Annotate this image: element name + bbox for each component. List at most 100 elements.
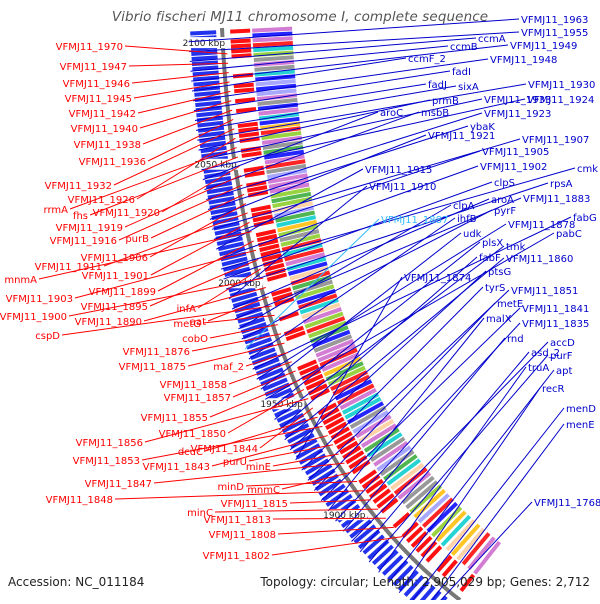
right-gene-label[interactable]: msbB bbox=[421, 108, 449, 119]
right-gene-label[interactable]: VFMJ11_1860 bbox=[506, 254, 573, 265]
left-gene-label[interactable]: VFMJ11_1946 bbox=[63, 79, 130, 90]
left-gene-label[interactable]: VFMJ11_1936 bbox=[79, 157, 146, 168]
right-gene-label[interactable]: purF bbox=[550, 351, 573, 362]
left-gene-label[interactable]: VFMJ11_1850 bbox=[159, 429, 226, 440]
right-gene-label[interactable]: VFMJ11_1949 bbox=[510, 41, 577, 52]
right-gene-label[interactable]: fabF bbox=[479, 253, 501, 264]
right-gene-label[interactable]: VFMJ11_1874 bbox=[404, 273, 471, 284]
right-gene-label[interactable]: VFMJ11_1851 bbox=[511, 286, 578, 297]
right-gene-label[interactable]: plsX bbox=[482, 238, 503, 249]
right-gene-label[interactable]: pyrF bbox=[494, 206, 516, 217]
left-gene-label[interactable]: VFMJ11_1847 bbox=[85, 479, 152, 490]
left-gene-label[interactable]: VFMJ11_1890 bbox=[75, 317, 142, 328]
left-gene-label[interactable]: VFMJ11_1945 bbox=[65, 94, 132, 105]
right-gene-label[interactable]: VFMJ11_1924 bbox=[527, 95, 594, 106]
right-gene-label[interactable]: VFMJ11_1905 bbox=[482, 147, 549, 158]
right-gene-label[interactable]: fadJ bbox=[428, 80, 447, 91]
right-gene-label[interactable]: VFMJ11_1907 bbox=[522, 135, 589, 146]
right-gene-label[interactable]: VFMJ11_1921 bbox=[428, 131, 495, 142]
left-gene-label[interactable]: VFMJ11_1940 bbox=[71, 124, 138, 135]
left-gene-label[interactable]: VFMJ11_1903 bbox=[6, 294, 73, 305]
right-gene-label[interactable]: ccmF_2 bbox=[408, 54, 446, 65]
left-gene-label[interactable]: VFMJ11_1802 bbox=[203, 551, 270, 562]
right-gene-label[interactable]: ccmB bbox=[450, 42, 478, 53]
right-gene-label[interactable]: VFMJ11_1835 bbox=[522, 319, 589, 330]
left-gene-label[interactable]: cspD bbox=[35, 331, 60, 342]
right-gene-label[interactable]: clpA bbox=[453, 201, 475, 212]
right-gene-label[interactable]: pabC bbox=[556, 229, 582, 240]
left-gene-label[interactable]: VFMJ11_1848 bbox=[46, 495, 113, 506]
right-gene-label[interactable]: ccmA bbox=[478, 34, 506, 45]
left-gene-label[interactable]: purB bbox=[125, 234, 149, 245]
right-gene-label[interactable]: fabG bbox=[573, 213, 597, 224]
right-gene-label[interactable]: VFMJ11_1930 bbox=[528, 80, 595, 91]
left-gene-label[interactable]: VFMJ11_1901 bbox=[82, 271, 149, 282]
left-gene-label[interactable]: VFMJ11_1808 bbox=[209, 530, 276, 541]
left-gene-label[interactable]: VFMJ11_1856 bbox=[76, 438, 143, 449]
right-gene-label[interactable]: menD bbox=[566, 404, 596, 415]
right-gene-label[interactable]: tmk bbox=[506, 242, 526, 253]
right-gene-label[interactable]: VFMJ11_1915 bbox=[365, 165, 432, 176]
right-gene-label[interactable]: sixA bbox=[458, 82, 479, 93]
right-gene-label[interactable]: aroC bbox=[380, 108, 403, 119]
left-gene-label[interactable]: rrmA bbox=[44, 205, 69, 216]
right-gene-label[interactable]: malX bbox=[486, 314, 512, 325]
left-gene-label[interactable]: VFMJ11_1899 bbox=[89, 287, 156, 298]
left-gene-label[interactable]: VFMJ11_1855 bbox=[141, 413, 208, 424]
left-gene-label[interactable]: VFMJ11_1947 bbox=[60, 62, 127, 73]
left-gene-label[interactable]: VFMJ11_1906 bbox=[81, 253, 148, 264]
left-gene-label[interactable]: VFMJ11_1916 bbox=[50, 236, 117, 247]
left-gene-label[interactable]: VFMJ11_1857 bbox=[164, 393, 231, 404]
left-gene-label[interactable]: VFMJ11_1920 bbox=[93, 208, 160, 219]
right-gene-label[interactable]: tyrS bbox=[485, 283, 505, 294]
left-gene-label[interactable]: minE bbox=[246, 462, 271, 473]
left-gene-label[interactable]: fhs bbox=[73, 211, 88, 222]
right-gene-label[interactable]: VFMJ11_1841 bbox=[522, 304, 589, 315]
right-gene-label[interactable]: clpS bbox=[494, 178, 515, 189]
right-gene-label[interactable]: recR bbox=[542, 384, 565, 395]
left-gene-label[interactable]: dcuC bbox=[178, 447, 203, 458]
right-gene-label[interactable]: truA bbox=[528, 363, 549, 374]
right-gene-label[interactable]: accD bbox=[550, 338, 575, 349]
left-gene-label[interactable]: cobO bbox=[182, 334, 208, 345]
right-gene-label[interactable]: VFMJ11_1878 bbox=[508, 220, 575, 231]
left-gene-label[interactable]: metG bbox=[173, 319, 201, 330]
right-gene-label[interactable]: VFMJ11_1963 bbox=[521, 15, 588, 26]
left-gene-label[interactable]: VFMJ11_1911 bbox=[35, 262, 102, 273]
left-gene-label[interactable]: VFMJ11_1938 bbox=[74, 140, 141, 151]
left-gene-label[interactable]: mnmA bbox=[4, 275, 37, 286]
left-gene-label[interactable]: mnmC bbox=[247, 485, 280, 496]
left-gene-label[interactable]: VFMJ11_1853 bbox=[73, 456, 140, 467]
right-gene-label[interactable]: VFMJ11_1768 bbox=[534, 498, 600, 509]
left-gene-label[interactable]: VFMJ11_1932 bbox=[45, 181, 112, 192]
left-gene-label[interactable]: VFMJ11_1970 bbox=[56, 42, 123, 53]
right-gene-label[interactable]: ybaK bbox=[470, 122, 495, 133]
right-gene-label[interactable]: VFMJ11_1923 bbox=[484, 109, 551, 120]
right-gene-label[interactable]: VFMJ11_1887 bbox=[381, 215, 448, 226]
right-gene-label[interactable]: metE bbox=[497, 299, 523, 310]
left-gene-label[interactable]: VFMJ11_1813 bbox=[204, 515, 271, 526]
left-gene-label[interactable]: VFMJ11_1843 bbox=[143, 462, 210, 473]
left-gene-label[interactable]: VFMJ11_1844 bbox=[191, 444, 258, 455]
right-gene-label[interactable]: VFMJ11_1910 bbox=[369, 182, 436, 193]
left-gene-label[interactable]: VFMJ11_1926 bbox=[68, 195, 135, 206]
left-gene-label[interactable]: VFMJ11_1919 bbox=[56, 223, 123, 234]
right-gene-label[interactable]: rpsA bbox=[550, 179, 573, 190]
right-gene-label[interactable]: fadI bbox=[452, 67, 471, 78]
right-gene-label[interactable]: cmk bbox=[577, 164, 598, 175]
right-gene-label[interactable]: prmB bbox=[432, 96, 459, 107]
left-gene-label[interactable]: minD bbox=[217, 482, 244, 493]
right-gene-label[interactable]: VFMJ11_1948 bbox=[490, 55, 557, 66]
right-gene-label[interactable]: apt bbox=[556, 366, 572, 377]
left-gene-label[interactable]: purU bbox=[223, 457, 247, 468]
right-gene-label[interactable]: aroA bbox=[491, 195, 514, 206]
right-gene-label[interactable]: VFMJ11_1883 bbox=[523, 194, 590, 205]
right-gene-label[interactable]: VFMJ11_1955 bbox=[521, 28, 588, 39]
left-gene-label[interactable]: VFMJ11_1942 bbox=[69, 109, 136, 120]
left-gene-label[interactable]: VFMJ11_1876 bbox=[123, 347, 190, 358]
right-gene-label[interactable]: ptsG bbox=[488, 267, 511, 278]
right-gene-label[interactable]: VFMJ11_1902 bbox=[480, 162, 547, 173]
right-gene-label[interactable]: rnd bbox=[507, 334, 524, 345]
left-gene-label[interactable]: minC bbox=[187, 508, 213, 519]
right-gene-label[interactable]: asd_2 bbox=[531, 348, 560, 359]
